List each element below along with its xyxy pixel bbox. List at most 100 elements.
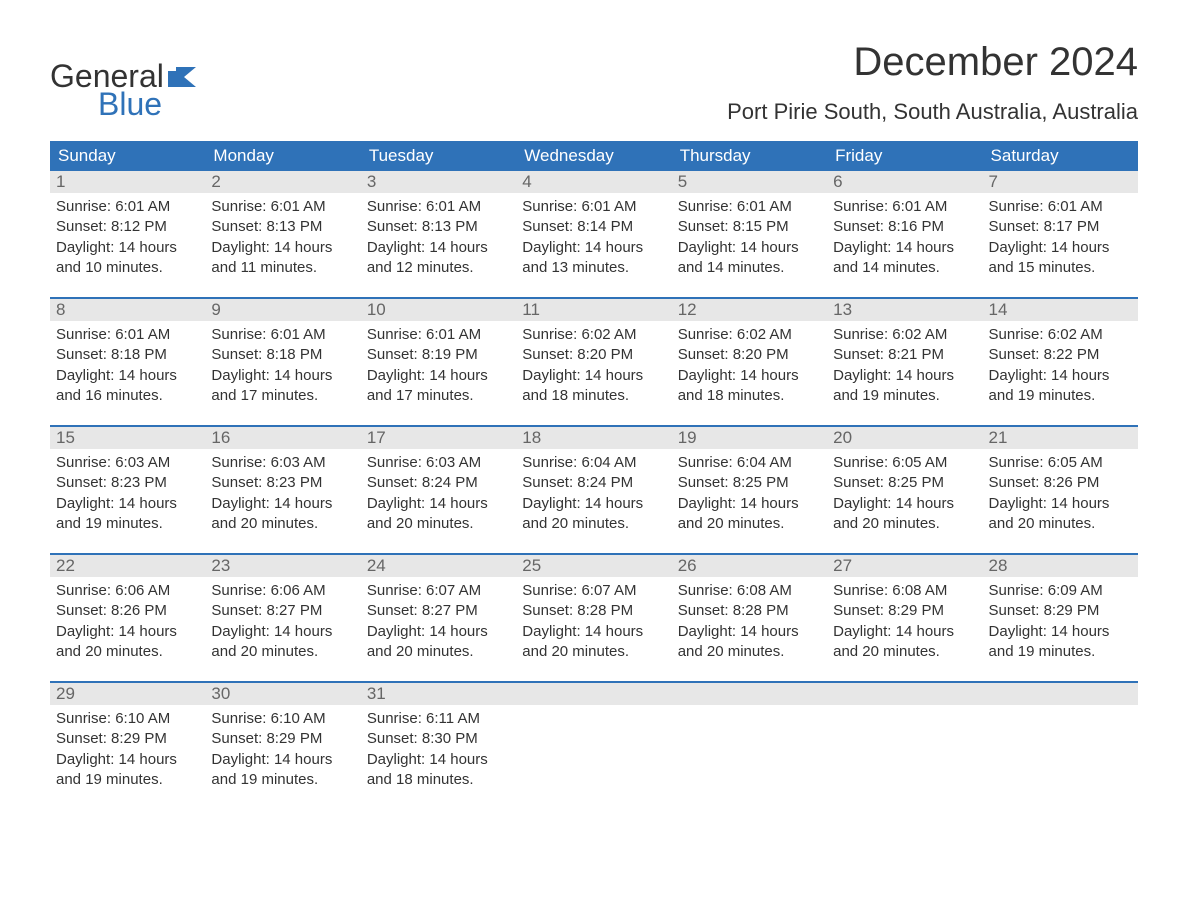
day-data: Sunrise: 6:01 AMSunset: 8:12 PMDaylight:… [50, 193, 205, 288]
day-d1: Daylight: 14 hours [989, 366, 1132, 386]
day-number: 29 [50, 683, 205, 705]
day-data: Sunrise: 6:10 AMSunset: 8:29 PMDaylight:… [205, 705, 360, 800]
day-sunrise: Sunrise: 6:03 AM [56, 453, 199, 473]
day-sunset: Sunset: 8:23 PM [211, 473, 354, 493]
day-sunset: Sunset: 8:18 PM [56, 345, 199, 365]
day-data: Sunrise: 6:04 AMSunset: 8:24 PMDaylight:… [516, 449, 671, 544]
day-d1: Daylight: 14 hours [833, 366, 976, 386]
day-data: Sunrise: 6:02 AMSunset: 8:22 PMDaylight:… [983, 321, 1138, 416]
day-sunset: Sunset: 8:18 PM [211, 345, 354, 365]
day-data: Sunrise: 6:07 AMSunset: 8:28 PMDaylight:… [516, 577, 671, 672]
day-d2: and 19 minutes. [833, 386, 976, 406]
day-d2: and 13 minutes. [522, 258, 665, 278]
day-cell: 25Sunrise: 6:07 AMSunset: 8:28 PMDayligh… [516, 555, 671, 681]
day-d1: Daylight: 14 hours [522, 622, 665, 642]
day-header-row: Sunday Monday Tuesday Wednesday Thursday… [50, 141, 1138, 171]
day-cell: 6Sunrise: 6:01 AMSunset: 8:16 PMDaylight… [827, 171, 982, 297]
day-d2: and 16 minutes. [56, 386, 199, 406]
day-d1: Daylight: 14 hours [833, 622, 976, 642]
day-sunrise: Sunrise: 6:03 AM [211, 453, 354, 473]
day-data: Sunrise: 6:06 AMSunset: 8:26 PMDaylight:… [50, 577, 205, 672]
day-d2: and 18 minutes. [678, 386, 821, 406]
day-sunset: Sunset: 8:26 PM [56, 601, 199, 621]
day-data: Sunrise: 6:08 AMSunset: 8:28 PMDaylight:… [672, 577, 827, 672]
day-d2: and 19 minutes. [989, 642, 1132, 662]
day-cell: 28Sunrise: 6:09 AMSunset: 8:29 PMDayligh… [983, 555, 1138, 681]
day-cell: 23Sunrise: 6:06 AMSunset: 8:27 PMDayligh… [205, 555, 360, 681]
day-header: Saturday [983, 141, 1138, 171]
day-d2: and 19 minutes. [989, 386, 1132, 406]
day-data: Sunrise: 6:01 AMSunset: 8:15 PMDaylight:… [672, 193, 827, 288]
day-d2: and 11 minutes. [211, 258, 354, 278]
day-sunset: Sunset: 8:13 PM [211, 217, 354, 237]
day-sunrise: Sunrise: 6:01 AM [833, 197, 976, 217]
day-d1: Daylight: 14 hours [56, 238, 199, 258]
day-sunset: Sunset: 8:26 PM [989, 473, 1132, 493]
day-d2: and 20 minutes. [989, 514, 1132, 534]
day-sunrise: Sunrise: 6:06 AM [56, 581, 199, 601]
day-sunrise: Sunrise: 6:05 AM [989, 453, 1132, 473]
day-d1: Daylight: 14 hours [56, 622, 199, 642]
day-d2: and 17 minutes. [367, 386, 510, 406]
day-data: Sunrise: 6:04 AMSunset: 8:25 PMDaylight:… [672, 449, 827, 544]
day-number: 20 [827, 427, 982, 449]
day-sunset: Sunset: 8:14 PM [522, 217, 665, 237]
page-subtitle: Port Pirie South, South Australia, Austr… [727, 99, 1138, 125]
day-data: Sunrise: 6:11 AMSunset: 8:30 PMDaylight:… [361, 705, 516, 800]
day-d1: Daylight: 14 hours [211, 750, 354, 770]
day-d2: and 20 minutes. [833, 514, 976, 534]
day-number [672, 683, 827, 705]
day-number: 28 [983, 555, 1138, 577]
day-sunset: Sunset: 8:15 PM [678, 217, 821, 237]
day-cell: 29Sunrise: 6:10 AMSunset: 8:29 PMDayligh… [50, 683, 205, 809]
day-d1: Daylight: 14 hours [367, 494, 510, 514]
day-number: 17 [361, 427, 516, 449]
day-number: 31 [361, 683, 516, 705]
day-sunrise: Sunrise: 6:08 AM [833, 581, 976, 601]
day-d1: Daylight: 14 hours [211, 238, 354, 258]
day-number: 25 [516, 555, 671, 577]
day-number: 14 [983, 299, 1138, 321]
day-cell [516, 683, 671, 809]
day-cell: 18Sunrise: 6:04 AMSunset: 8:24 PMDayligh… [516, 427, 671, 553]
day-number: 10 [361, 299, 516, 321]
day-sunset: Sunset: 8:17 PM [989, 217, 1132, 237]
day-cell [983, 683, 1138, 809]
day-sunset: Sunset: 8:29 PM [989, 601, 1132, 621]
title-block: December 2024 Port Pirie South, South Au… [727, 40, 1138, 125]
day-data: Sunrise: 6:01 AMSunset: 8:13 PMDaylight:… [205, 193, 360, 288]
day-sunset: Sunset: 8:29 PM [56, 729, 199, 749]
day-sunset: Sunset: 8:23 PM [56, 473, 199, 493]
day-number [516, 683, 671, 705]
day-cell: 14Sunrise: 6:02 AMSunset: 8:22 PMDayligh… [983, 299, 1138, 425]
logo: General Blue [50, 40, 198, 120]
day-sunrise: Sunrise: 6:03 AM [367, 453, 510, 473]
day-cell: 26Sunrise: 6:08 AMSunset: 8:28 PMDayligh… [672, 555, 827, 681]
day-sunset: Sunset: 8:24 PM [367, 473, 510, 493]
day-d2: and 20 minutes. [211, 642, 354, 662]
day-data: Sunrise: 6:01 AMSunset: 8:17 PMDaylight:… [983, 193, 1138, 288]
day-d1: Daylight: 14 hours [833, 238, 976, 258]
day-number [827, 683, 982, 705]
day-sunrise: Sunrise: 6:10 AM [56, 709, 199, 729]
logo-word2: Blue [98, 88, 198, 120]
day-sunrise: Sunrise: 6:01 AM [56, 197, 199, 217]
day-d2: and 20 minutes. [678, 642, 821, 662]
day-d2: and 20 minutes. [367, 514, 510, 534]
day-d2: and 20 minutes. [211, 514, 354, 534]
day-number: 7 [983, 171, 1138, 193]
day-sunrise: Sunrise: 6:11 AM [367, 709, 510, 729]
day-sunrise: Sunrise: 6:01 AM [367, 197, 510, 217]
day-d1: Daylight: 14 hours [56, 366, 199, 386]
day-cell: 8Sunrise: 6:01 AMSunset: 8:18 PMDaylight… [50, 299, 205, 425]
day-sunrise: Sunrise: 6:01 AM [211, 325, 354, 345]
calendar: Sunday Monday Tuesday Wednesday Thursday… [50, 141, 1138, 809]
day-sunrise: Sunrise: 6:01 AM [522, 197, 665, 217]
day-d2: and 20 minutes. [833, 642, 976, 662]
day-d2: and 19 minutes. [56, 514, 199, 534]
day-d2: and 14 minutes. [678, 258, 821, 278]
day-data: Sunrise: 6:01 AMSunset: 8:13 PMDaylight:… [361, 193, 516, 288]
header: General Blue December 2024 Port Pirie So… [50, 40, 1138, 125]
day-data: Sunrise: 6:03 AMSunset: 8:23 PMDaylight:… [50, 449, 205, 544]
day-d2: and 19 minutes. [211, 770, 354, 790]
